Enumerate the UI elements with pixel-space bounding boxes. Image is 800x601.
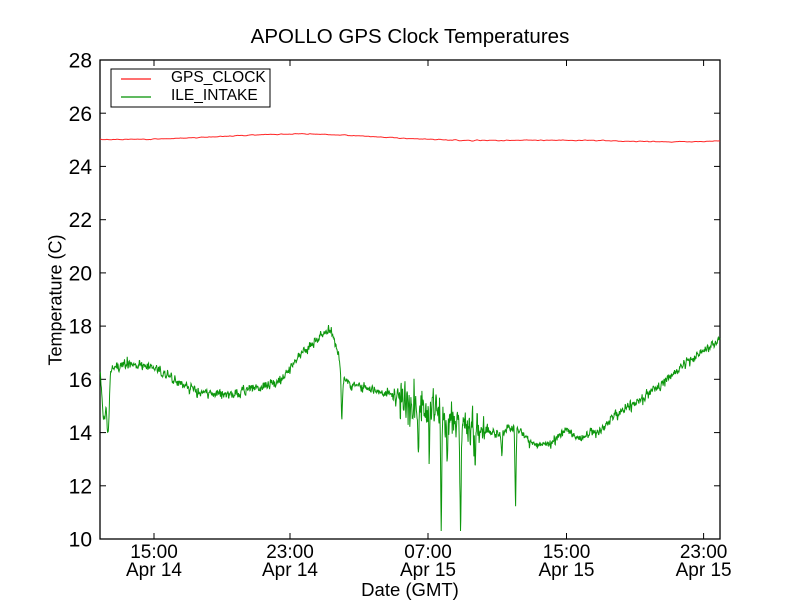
svg-text:Apr 15: Apr 15 (676, 560, 732, 581)
svg-text:16: 16 (69, 369, 92, 392)
svg-text:24: 24 (69, 156, 93, 179)
svg-text:14: 14 (69, 422, 93, 445)
svg-text:Apr 14: Apr 14 (262, 560, 318, 581)
svg-text:10: 10 (69, 529, 92, 552)
svg-text:28: 28 (69, 50, 92, 73)
svg-text:ILE_INTAKE: ILE_INTAKE (171, 87, 258, 104)
svg-text:20: 20 (69, 262, 92, 285)
svg-text:GPS_CLOCK: GPS_CLOCK (171, 69, 266, 86)
svg-text:Apr 15: Apr 15 (400, 560, 456, 581)
svg-text:Apr 14: Apr 14 (126, 560, 182, 581)
svg-text:12: 12 (69, 475, 92, 498)
svg-text:18: 18 (69, 316, 92, 339)
svg-text:22: 22 (69, 209, 92, 232)
svg-text:Apr 15: Apr 15 (539, 560, 595, 581)
svg-text:26: 26 (69, 103, 92, 126)
